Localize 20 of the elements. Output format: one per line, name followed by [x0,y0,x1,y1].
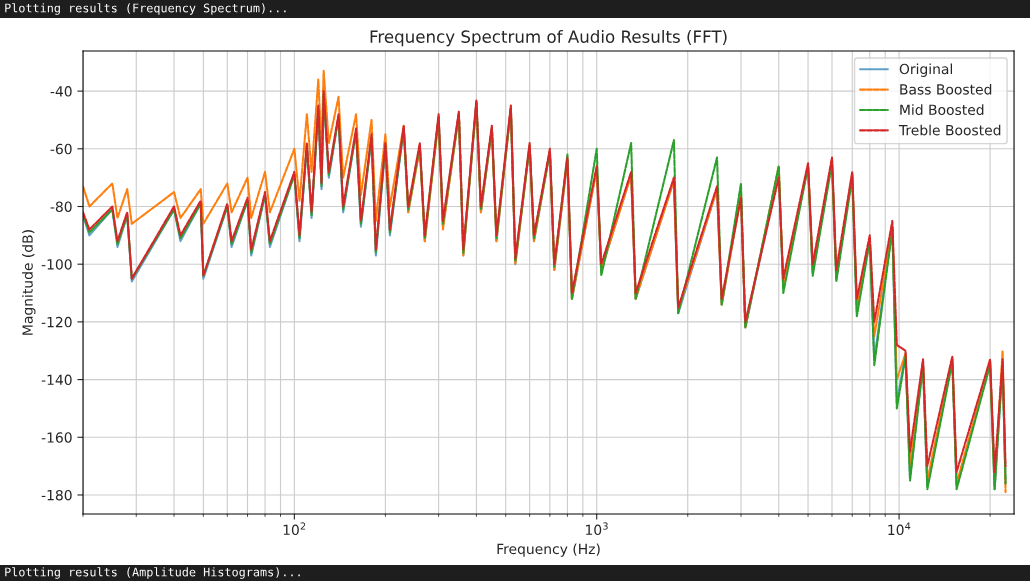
y-tick-label: -160 [41,432,72,443]
y-tick-label: -100 [41,259,72,270]
legend-label: Treble Boosted [898,124,1001,136]
y-tick-label: -40 [50,86,72,97]
y-tick-label: -60 [50,143,72,155]
x-tick-label: 10$^{3}$ [586,522,608,536]
x-tick-label: 10$^{2}$ [283,522,306,536]
y-tick-label: -140 [41,374,72,386]
y-tick-label: -80 [50,201,72,212]
y-tick-label: -120 [41,316,72,328]
legend-label: Bass Boosted [900,83,992,95]
legend-label: Original [899,63,952,77]
legend-label: Mid Boosted [900,104,984,116]
x-axis-title: Frequency (Hz) [497,543,600,557]
y-tick-label: -180 [41,489,72,501]
text: Plotting results (Frequency Spectrum)... [5,3,286,15]
y-axis-title: Magnitude (dB) [22,230,36,335]
text: Plotting results (Amplitude Histograms)... [5,567,300,579]
x-tick-label: 10$^{4}$ [888,522,911,536]
chart-title: Frequency Spectrum of Audio Results (FFT) [370,30,727,47]
